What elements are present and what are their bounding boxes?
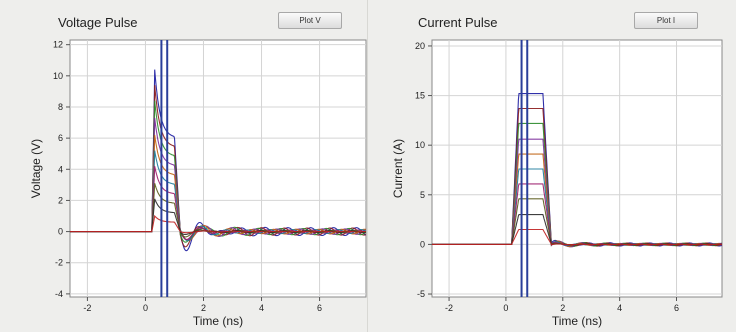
plot-area (69, 39, 367, 298)
y-tick-label: 20 (415, 41, 425, 51)
x-tick-label: 6 (674, 303, 679, 313)
x-tick-label: 4 (259, 303, 264, 313)
plot-voltage-button[interactable]: Plot V (278, 12, 342, 29)
x-axis-title: Time (ns) (552, 314, 602, 328)
y-tick-label: -4 (55, 289, 63, 299)
trace-group (432, 93, 722, 248)
current-chart: -2 0 2 4 6 -5 0 5 10 15 20 Time (ns) Current (A) (391, 39, 723, 328)
y-tick-label: 2 (58, 195, 63, 205)
current-chart-title: Current Pulse (418, 15, 498, 30)
x-tick-label: 4 (617, 303, 622, 313)
x-axis-title: Time (ns) (193, 314, 243, 328)
x-tick-label: 0 (503, 303, 508, 313)
y-tick-label: 8 (58, 102, 63, 112)
voltage-panel: Voltage Pulse Plot V -2 0 2 4 6 -4 -2 0 2 4 6 8 10 12… (29, 0, 368, 332)
plot-area (431, 39, 723, 298)
voltage-chart: -2 0 2 4 6 -4 -2 0 2 4 6 8 10 12 Time (ns) Voltage (V) (29, 39, 367, 328)
x-tick-label: 2 (201, 303, 206, 313)
x-tick-label: 6 (317, 303, 322, 313)
x-tick-label: -2 (445, 303, 453, 313)
y-axis-title: Voltage (V) (29, 139, 43, 198)
y-tick-label: -2 (55, 258, 63, 268)
voltage-chart-title: Voltage Pulse (58, 15, 138, 30)
x-tick-label: 2 (560, 303, 565, 313)
y-tick-label: 4 (58, 164, 63, 174)
y-tick-label: -5 (417, 289, 425, 299)
waveform-trace (70, 214, 366, 234)
y-tick-label: 6 (58, 133, 63, 143)
y-tick-label: 10 (415, 140, 425, 150)
trace-group (70, 69, 366, 252)
waveform-trace (432, 228, 722, 246)
x-tick-label: 0 (143, 303, 148, 313)
y-axis-title: Current (A) (391, 139, 405, 198)
y-tick-label: 5 (420, 190, 425, 200)
y-tick-label: 0 (420, 239, 425, 249)
y-tick-label: 0 (58, 227, 63, 237)
y-tick-label: 12 (53, 40, 63, 50)
current-panel: Current Pulse Plot I -2 0 2 4 6 -5 0 5 10 15 20 Tim… (368, 0, 736, 332)
plot-current-button[interactable]: Plot I (634, 12, 698, 29)
y-tick-label: 15 (415, 91, 425, 101)
x-tick-label: -2 (83, 303, 91, 313)
y-tick-label: 10 (53, 71, 63, 81)
